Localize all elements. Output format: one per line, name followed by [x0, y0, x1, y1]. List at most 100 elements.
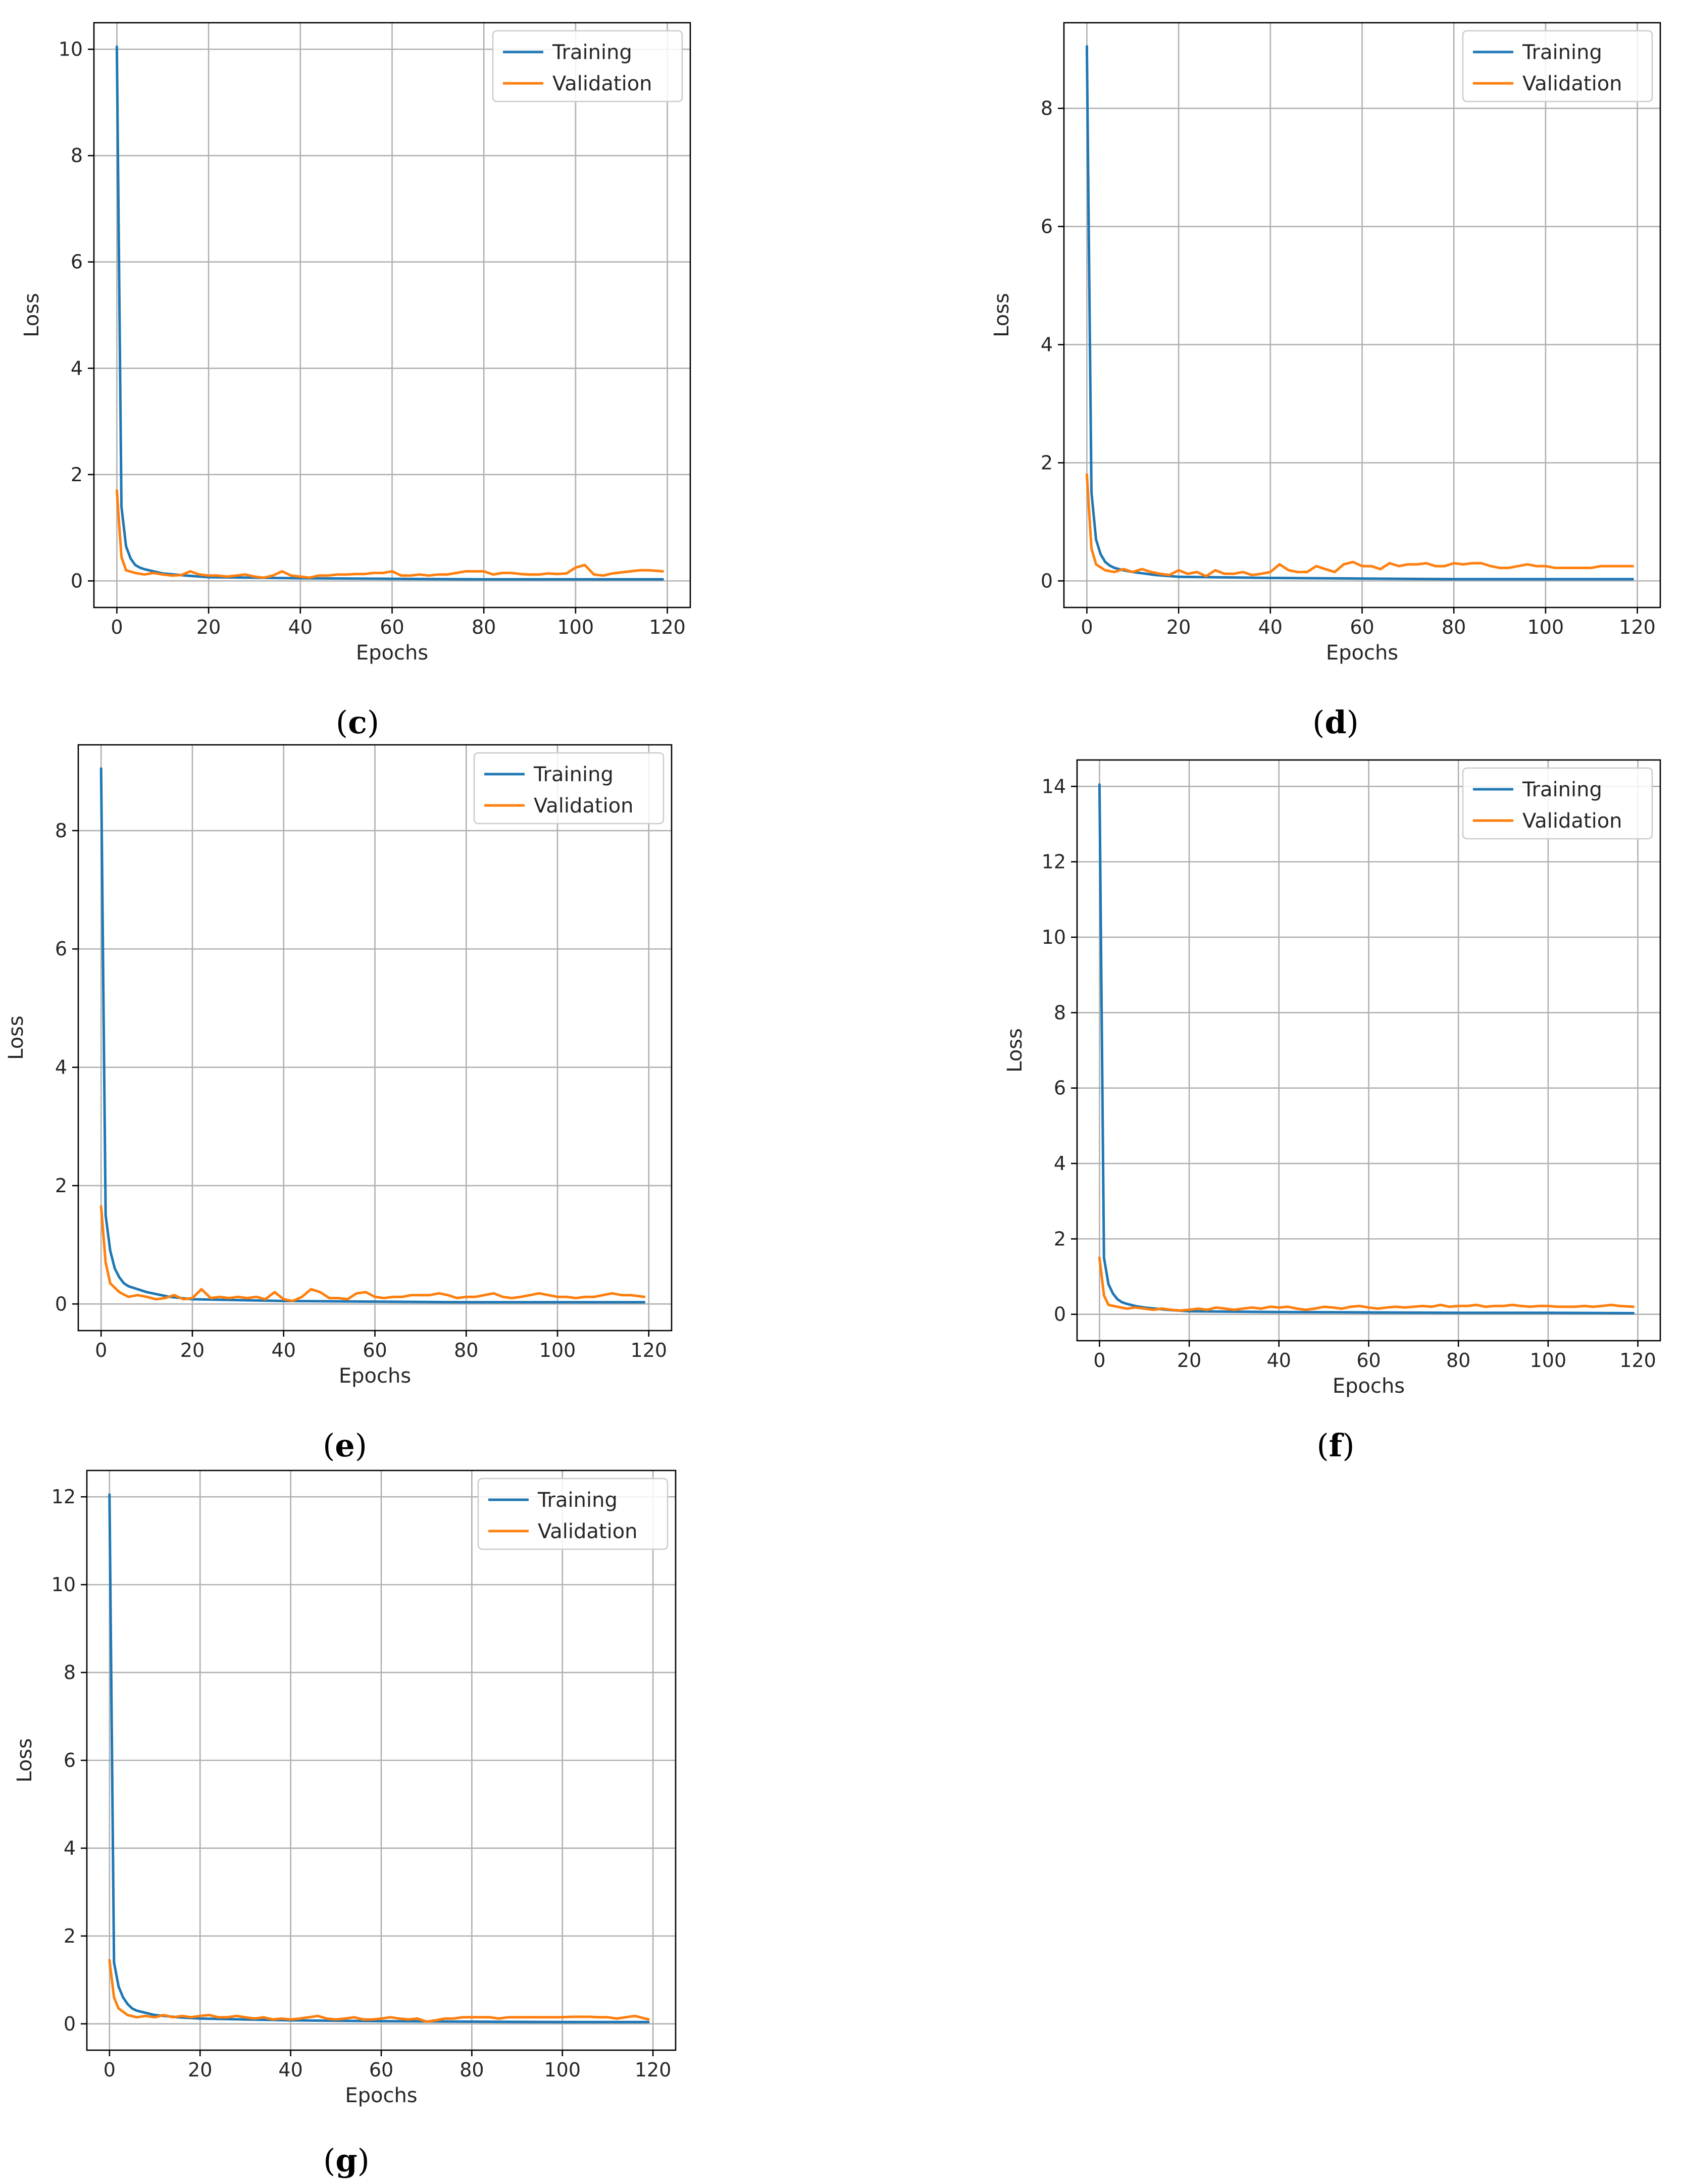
x-tick-label: 100	[1530, 1349, 1567, 1372]
y-tick-label: 4	[64, 1837, 76, 1859]
x-tick-label: 40	[1267, 1349, 1291, 1372]
y-tick-label: 0	[71, 570, 83, 592]
x-tick-label: 20	[196, 616, 221, 638]
y-tick-label: 12	[1042, 851, 1066, 873]
caption-letter: e	[335, 1427, 354, 1464]
y-tick-label: 4	[55, 1056, 67, 1079]
x-tick-label: 0	[95, 1339, 107, 1361]
y-tick-label: 10	[1042, 926, 1066, 948]
legend-label-validation: Validation	[534, 794, 634, 818]
legend: Training Validation	[477, 1478, 669, 1550]
x-tick-label: 100	[557, 616, 594, 638]
y-tick-label: 8	[71, 144, 83, 167]
y-tick-label: 8	[1054, 1001, 1066, 1024]
x-tick-label: 60	[1356, 1349, 1381, 1372]
y-tick-label: 12	[52, 1486, 76, 1508]
x-tick-label: 80	[472, 616, 496, 638]
x-tick-label: 0	[111, 616, 123, 638]
x-axis-label: Epochs	[356, 641, 428, 665]
x-tick-label: 20	[188, 2059, 212, 2081]
chart-panel-c: 0 20 40 60 80 100 120 0 2 4 6 8 10 Epochs Loss Training…	[20, 22, 691, 741]
series-line-validation	[1085, 473, 1634, 578]
y-tick-label: 4	[1054, 1152, 1066, 1175]
x-tick-label: 80	[1442, 616, 1466, 638]
x-tick-label: 120	[631, 1339, 668, 1361]
y-tick-label: 4	[1041, 333, 1053, 355]
y-tick-label: 0	[55, 1293, 67, 1315]
y-tick-label: 2	[71, 464, 83, 486]
series-line-validation	[1098, 1256, 1635, 1312]
caption-close-paren: )	[1347, 704, 1359, 741]
caption-close-paren: )	[1342, 1427, 1354, 1464]
caption-open-paren: (	[323, 1427, 335, 1464]
y-tick-label: 8	[55, 820, 67, 842]
caption-open-paren: (	[1312, 704, 1324, 741]
y-tick-label: 10	[52, 1573, 76, 1596]
x-tick-label: 100	[539, 1339, 576, 1361]
caption-letter: c	[348, 704, 367, 741]
y-tick-label: 6	[71, 251, 83, 273]
caption-open-paren: (	[1316, 1427, 1329, 1464]
series-line-training	[99, 767, 646, 1304]
caption-close-paren: )	[355, 1427, 367, 1464]
y-axis-label: Loss	[13, 1738, 36, 1783]
legend-label-training: Training	[533, 763, 614, 786]
x-axis-label: Epochs	[1333, 1375, 1405, 1398]
y-axis-label: Loss	[20, 293, 43, 337]
y-tick-label: 0	[1041, 570, 1053, 592]
y-axis-label: Loss	[5, 1015, 28, 1060]
series-line-training	[108, 1493, 650, 2023]
legend-label-training: Training	[552, 41, 632, 64]
panel-caption: (e)	[323, 1427, 367, 1464]
x-tick-label: 100	[1527, 616, 1564, 638]
caption-close-paren: )	[358, 2142, 370, 2179]
y-tick-label: 2	[1054, 1228, 1066, 1250]
x-tick-label: 80	[460, 2059, 484, 2081]
series-line-validation	[108, 1959, 650, 2023]
legend-label-validation: Validation	[1522, 809, 1622, 833]
x-tick-label: 120	[649, 616, 686, 638]
chart-panel-d: 0 20 40 60 80 100 120 0 2 4 6 8 Epochs Loss Training Va…	[990, 22, 1661, 741]
panel-caption: (c)	[336, 704, 379, 741]
caption-close-paren: )	[367, 704, 379, 741]
y-tick-label: 2	[64, 1925, 76, 1947]
legend-label-training: Training	[537, 1489, 618, 1512]
series-line-validation	[115, 489, 664, 579]
caption-letter: d	[1324, 704, 1346, 741]
caption-open-paren: (	[323, 2142, 335, 2179]
y-tick-label: 6	[64, 1749, 76, 1771]
x-tick-label: 60	[380, 616, 404, 638]
y-tick-label: 2	[1041, 451, 1053, 474]
legend-label-validation: Validation	[552, 72, 652, 95]
x-tick-label: 0	[1093, 1349, 1105, 1372]
x-tick-label: 60	[1350, 616, 1374, 638]
y-tick-label: 8	[1041, 97, 1053, 120]
x-axis-label: Epochs	[339, 1364, 411, 1388]
y-tick-label: 2	[55, 1175, 67, 1197]
x-tick-label: 80	[454, 1339, 478, 1361]
x-axis-label: Epochs	[345, 2084, 417, 2107]
x-tick-label: 0	[104, 2059, 116, 2081]
y-tick-label: 10	[59, 38, 83, 61]
panel-caption: (d)	[1312, 704, 1359, 741]
legend-label-training: Training	[1522, 41, 1602, 64]
chart-panel-g: 0 20 40 60 80 100 120 0 2 4 6 8 10 12 Epochs Loss Traini…	[13, 1469, 677, 2179]
x-tick-label: 40	[1258, 616, 1283, 638]
x-tick-label: 80	[1446, 1349, 1470, 1372]
y-tick-label: 6	[1041, 216, 1053, 238]
x-tick-label: 100	[544, 2059, 581, 2081]
chart-panel-f: 0 20 40 60 80 100 120 0 2 4 6 8 10 12 14 Epochs Loss Trai…	[1003, 759, 1661, 1464]
chart-panel-e: 0 20 40 60 80 100 120 0 2 4 6 8 Epochs Loss Training Va…	[5, 744, 673, 1464]
panel-caption: (f)	[1316, 1427, 1354, 1464]
x-tick-label: 60	[369, 2059, 393, 2081]
x-tick-label: 120	[635, 2059, 672, 2081]
series-line-training	[115, 45, 664, 581]
y-tick-label: 8	[64, 1661, 76, 1684]
caption-letter: f	[1329, 1427, 1344, 1464]
x-tick-label: 40	[272, 1339, 296, 1361]
y-axis-label: Loss	[990, 293, 1013, 337]
legend: Training Validation	[492, 30, 683, 103]
legend: Training Validation	[1462, 767, 1653, 840]
x-tick-label: 120	[1619, 1349, 1656, 1372]
